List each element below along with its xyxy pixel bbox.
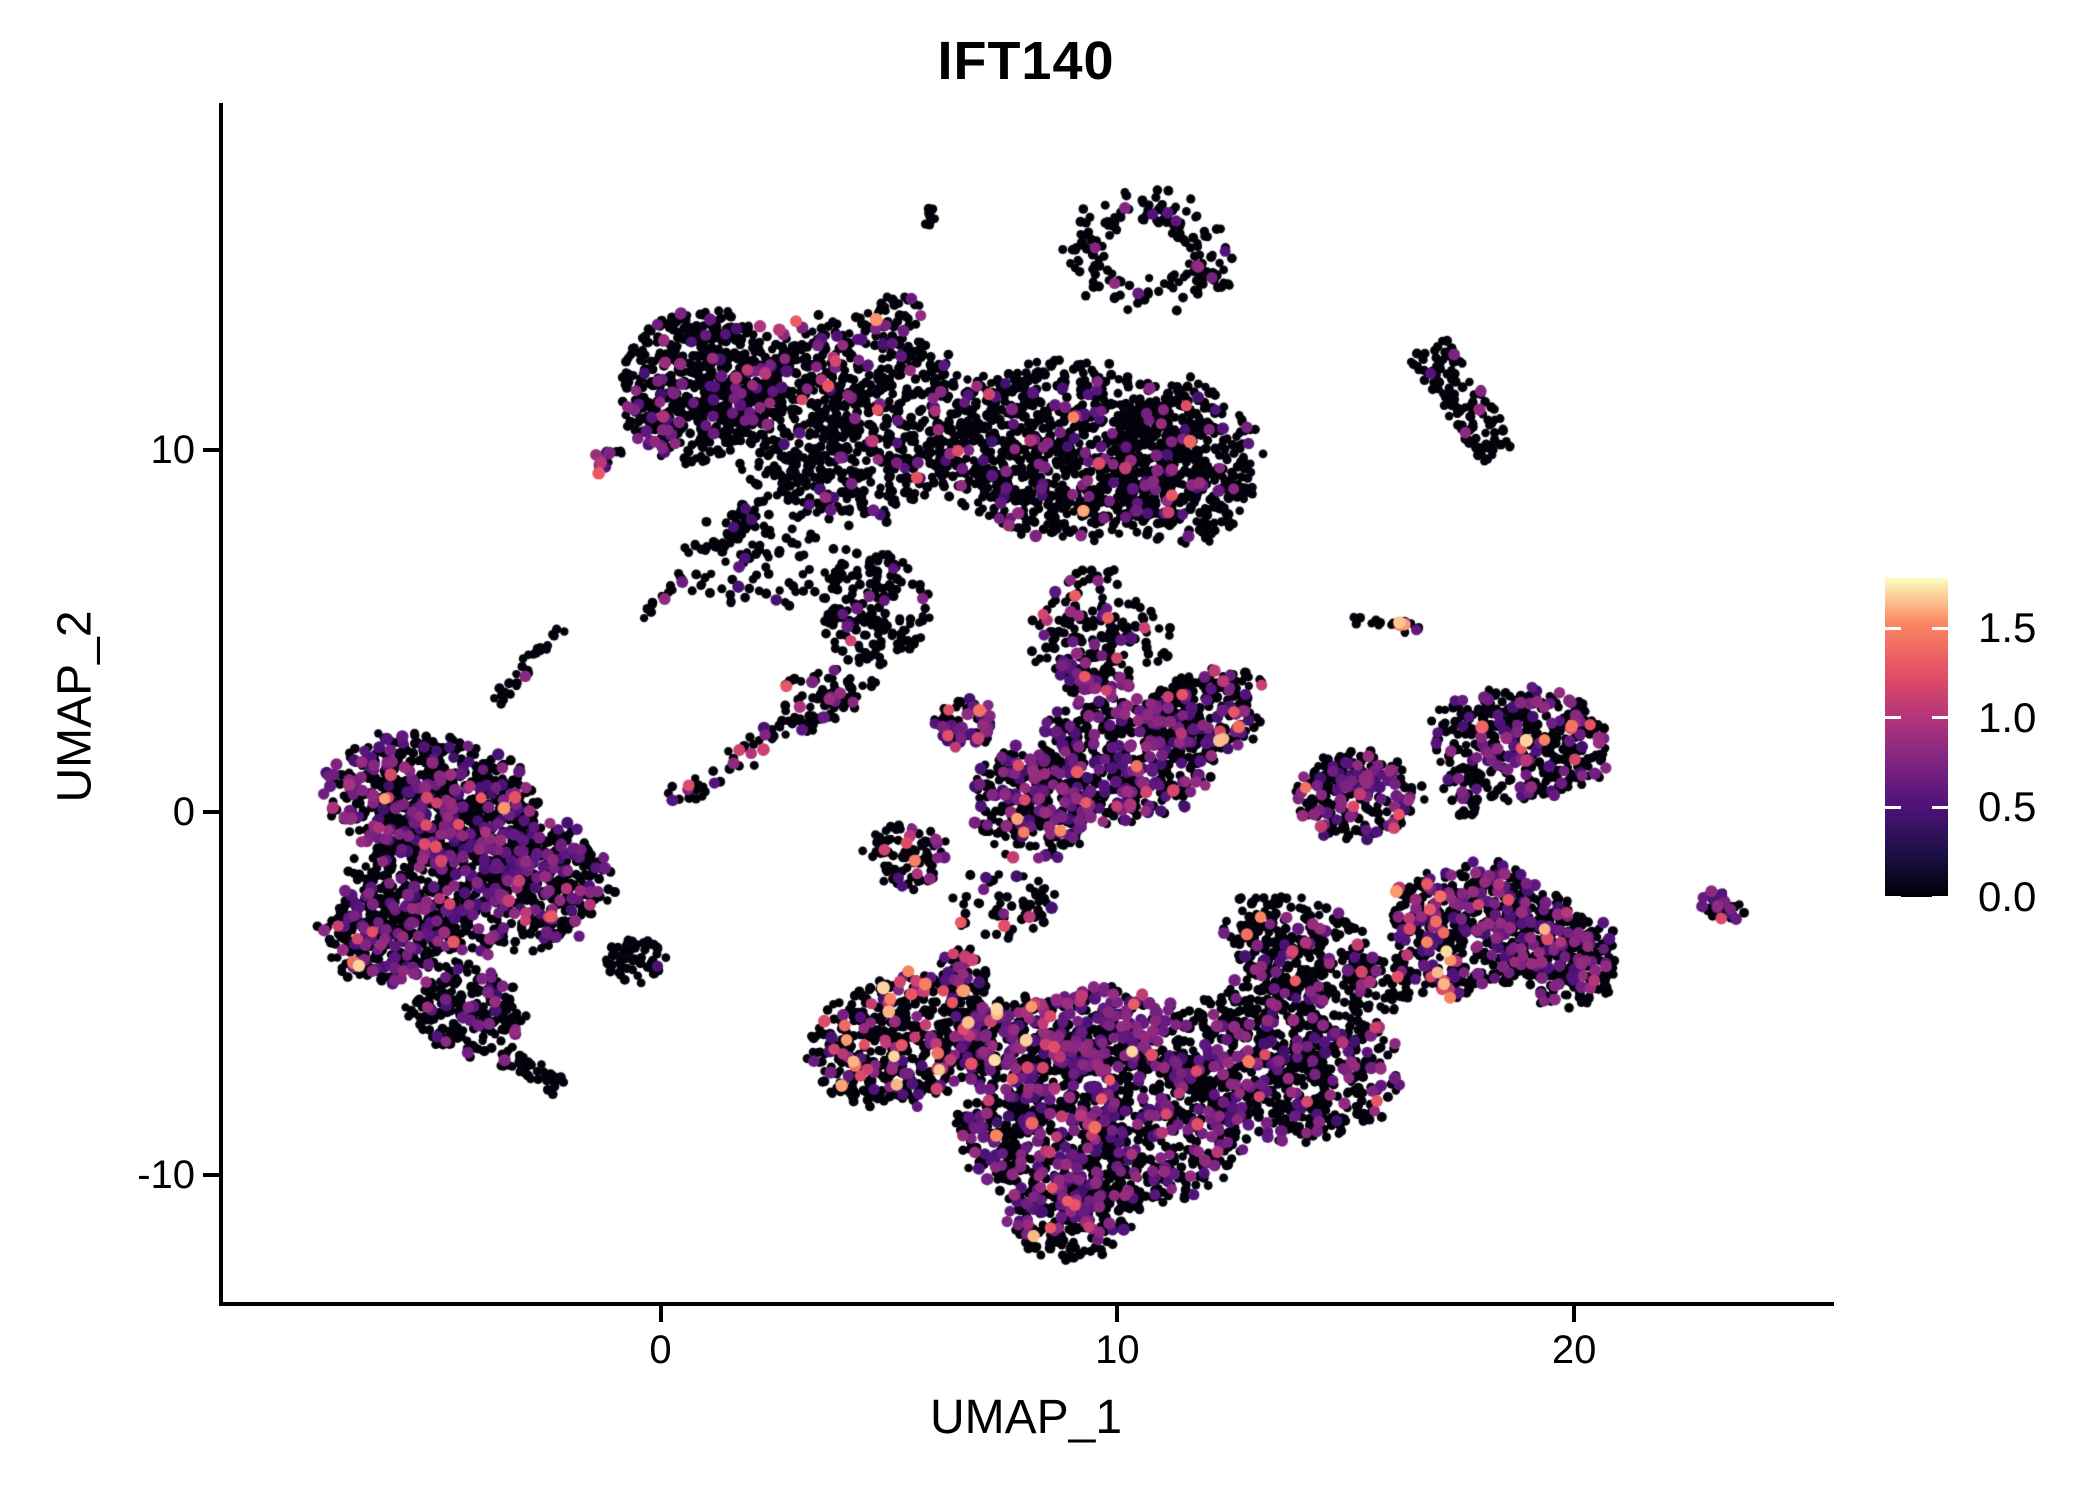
colorbar-tick-notch-left: [1885, 716, 1901, 720]
colorbar-tick-notch-right: [1932, 805, 1948, 809]
x-tick-mark: [1115, 1306, 1120, 1322]
y-axis-line: [219, 103, 223, 1306]
colorbar-tick-notch-left: [1885, 895, 1901, 899]
colorbar-tick-label: 0.5: [1978, 783, 2037, 831]
y-tick-mark: [203, 447, 219, 452]
x-axis-line: [219, 1302, 1834, 1306]
y-tick-mark: [203, 810, 219, 815]
x-tick-label: 20: [1551, 1328, 1597, 1372]
x-axis-title: UMAP_1: [929, 1391, 1123, 1444]
colorbar-tick-notch-right: [1932, 895, 1948, 899]
colorbar-tick-label: 0.0: [1978, 873, 2037, 920]
x-tick-label: 0: [649, 1328, 672, 1372]
colorbar-tick-label: 1.0: [1978, 693, 2037, 741]
x-tick-mark: [1572, 1306, 1577, 1322]
y-tick-mark: [203, 1173, 219, 1178]
y-tick-label: -10: [137, 1153, 195, 1198]
colorbar-tick-notch-right: [1932, 716, 1948, 720]
colorbar-tick-notch-left: [1885, 626, 1901, 630]
x-tick-mark: [658, 1306, 663, 1322]
colorbar-tick-notch-left: [1885, 805, 1901, 809]
colorbar-gradient: [1885, 578, 1948, 897]
colorbar-tick-notch-right: [1932, 626, 1948, 630]
y-axis-title: UMAP_2: [48, 610, 102, 803]
colorbar-tick-label: 1.5: [1978, 604, 2037, 652]
y-tick-label: 0: [172, 790, 195, 835]
y-tick-label: 10: [150, 427, 196, 472]
x-tick-label: 10: [1095, 1328, 1140, 1372]
